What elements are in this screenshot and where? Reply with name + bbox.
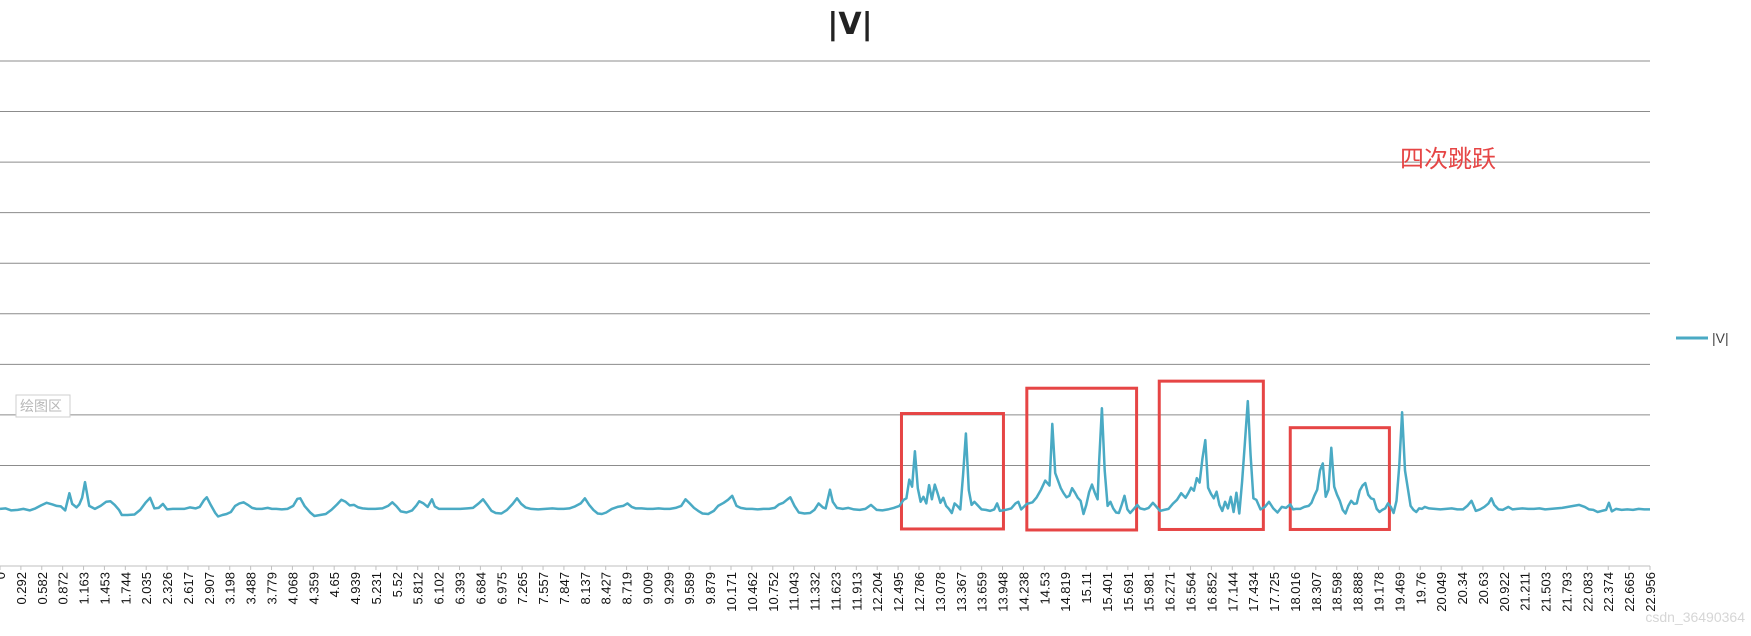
x-tick-label: 11.043 bbox=[787, 572, 802, 611]
x-tick-label: 0.582 bbox=[35, 572, 50, 605]
plot-area-tag-text: 绘图区 bbox=[20, 399, 62, 415]
x-tick-label: 10.462 bbox=[745, 572, 760, 612]
x-tick-label: 13.948 bbox=[996, 572, 1011, 612]
x-tick-label: 8.427 bbox=[599, 572, 614, 605]
x-tick-label: 2.907 bbox=[202, 572, 217, 605]
x-tick-label: 22.665 bbox=[1622, 572, 1637, 612]
x-tick-label: 6.684 bbox=[473, 572, 488, 605]
x-tick-label: 21.793 bbox=[1559, 572, 1574, 612]
x-tick-label: 0.292 bbox=[14, 572, 29, 605]
x-tick-label: 6.102 bbox=[432, 572, 447, 605]
x-tick-label: 4.939 bbox=[348, 572, 363, 605]
x-tick-label: 18.307 bbox=[1309, 572, 1324, 612]
x-tick-label: 5.52 bbox=[390, 572, 405, 597]
x-tick-label: 15.401 bbox=[1100, 572, 1115, 612]
x-tick-label: 16.271 bbox=[1163, 572, 1178, 612]
x-tick-label: 3.198 bbox=[223, 572, 238, 605]
x-tick-label: 9.879 bbox=[703, 572, 718, 605]
x-tick-label: 12.495 bbox=[891, 572, 906, 612]
x-tick-label: 19.178 bbox=[1371, 572, 1386, 612]
highlight-box-1 bbox=[899, 412, 1005, 531]
x-tick-label: 20.63 bbox=[1476, 572, 1491, 605]
x-tick-label: 5.231 bbox=[369, 572, 384, 605]
x-tick-label: 15.981 bbox=[1142, 572, 1157, 612]
x-tick-labels: 0 0.292 0.582 0.872 1.163 1.453 1.744 2.035 2.32… bbox=[0, 566, 1658, 612]
x-tick-label: 0.872 bbox=[56, 572, 71, 605]
x-tick-label: 14.819 bbox=[1058, 572, 1073, 612]
legend: |V| bbox=[1676, 330, 1729, 346]
x-tick-label: 13.367 bbox=[954, 572, 969, 612]
x-tick-label: 2.035 bbox=[139, 572, 154, 605]
highlight-box-3 bbox=[1157, 379, 1265, 531]
x-tick-label: 14.238 bbox=[1016, 572, 1031, 612]
x-tick-label: 8.137 bbox=[578, 572, 593, 605]
x-tick-label: 6.393 bbox=[452, 572, 467, 605]
gridlines bbox=[0, 60, 1650, 466]
x-tick-label: 2.326 bbox=[160, 572, 175, 605]
series-line-v bbox=[0, 399, 1650, 518]
x-tick-label: 12.786 bbox=[912, 572, 927, 612]
x-tick-label: 7.557 bbox=[536, 572, 551, 605]
legend-label: |V| bbox=[1712, 330, 1729, 346]
x-tick-label: 19.469 bbox=[1392, 572, 1407, 612]
x-tick-label: 9.589 bbox=[682, 572, 697, 605]
x-tick-label: 14.53 bbox=[1037, 572, 1052, 605]
plot-area-tag: 绘图区 bbox=[15, 394, 71, 418]
x-tick-label: 11.332 bbox=[808, 572, 823, 611]
x-tick-label: 18.016 bbox=[1288, 572, 1303, 612]
highlight-box-2 bbox=[1025, 386, 1139, 532]
x-tick-label: 20.049 bbox=[1434, 572, 1449, 612]
x-tick-label: 18.598 bbox=[1330, 572, 1345, 612]
x-tick-label: 2.617 bbox=[181, 572, 196, 605]
x-tick-label: 1.744 bbox=[118, 572, 133, 605]
x-tick-label: 12.204 bbox=[870, 572, 885, 612]
x-tick-label: 7.847 bbox=[557, 572, 572, 605]
annotation-label: 四次跳跃 bbox=[1400, 145, 1496, 173]
x-tick-label: 19.76 bbox=[1413, 572, 1428, 605]
x-tick-label: 9.299 bbox=[661, 572, 676, 605]
x-tick-label: 20.922 bbox=[1497, 572, 1512, 612]
x-tick-label: 17.725 bbox=[1267, 572, 1282, 612]
x-tick-label: 16.852 bbox=[1204, 572, 1219, 612]
x-tick-label: 1.163 bbox=[77, 572, 92, 605]
chart-title: |V| bbox=[827, 7, 872, 42]
x-tick-label: 21.211 bbox=[1518, 572, 1533, 611]
x-tick-label: 4.068 bbox=[285, 572, 300, 605]
x-tick-label: 15.11 bbox=[1079, 572, 1094, 604]
x-tick-label: 11.623 bbox=[828, 572, 843, 611]
x-tick-label: 13.078 bbox=[933, 572, 948, 612]
x-tick-label: 3.488 bbox=[244, 572, 259, 605]
x-tick-label: 10.171 bbox=[724, 572, 739, 612]
x-tick-label: 22.374 bbox=[1601, 572, 1616, 612]
x-tick-label: 17.144 bbox=[1225, 572, 1240, 612]
x-tick-label: 7.265 bbox=[515, 572, 530, 605]
x-tick-label: 6.975 bbox=[494, 572, 509, 605]
watermark-text: csdn_36490364 bbox=[1645, 609, 1745, 625]
x-tick-label: 4.65 bbox=[327, 572, 342, 597]
x-tick-label: 1.453 bbox=[97, 572, 112, 605]
x-tick-label: 21.503 bbox=[1539, 572, 1554, 612]
x-tick-label: 5.812 bbox=[411, 572, 426, 605]
x-tick-label: 22.083 bbox=[1580, 572, 1595, 612]
x-tick-label: 8.719 bbox=[620, 572, 635, 605]
x-tick-label: 17.434 bbox=[1246, 572, 1261, 612]
x-tick-label: 16.564 bbox=[1184, 572, 1199, 612]
x-tick-label: 18.888 bbox=[1351, 572, 1366, 612]
x-tick-label: 4.359 bbox=[306, 572, 321, 605]
x-tick-label: 9.009 bbox=[640, 572, 655, 605]
highlight-boxes bbox=[899, 379, 1391, 532]
x-tick-label: 0 bbox=[0, 572, 8, 579]
x-tick-label: 20.34 bbox=[1455, 572, 1470, 605]
x-tick-label: 22.956 bbox=[1643, 572, 1658, 612]
x-tick-label: 10.752 bbox=[766, 572, 781, 612]
x-tick-label: 13.659 bbox=[975, 572, 990, 612]
highlight-box-4 bbox=[1288, 426, 1391, 531]
x-tick-label: 15.691 bbox=[1121, 572, 1136, 612]
x-tick-label: 11.913 bbox=[849, 572, 864, 611]
x-tick-label: 3.779 bbox=[265, 572, 280, 605]
